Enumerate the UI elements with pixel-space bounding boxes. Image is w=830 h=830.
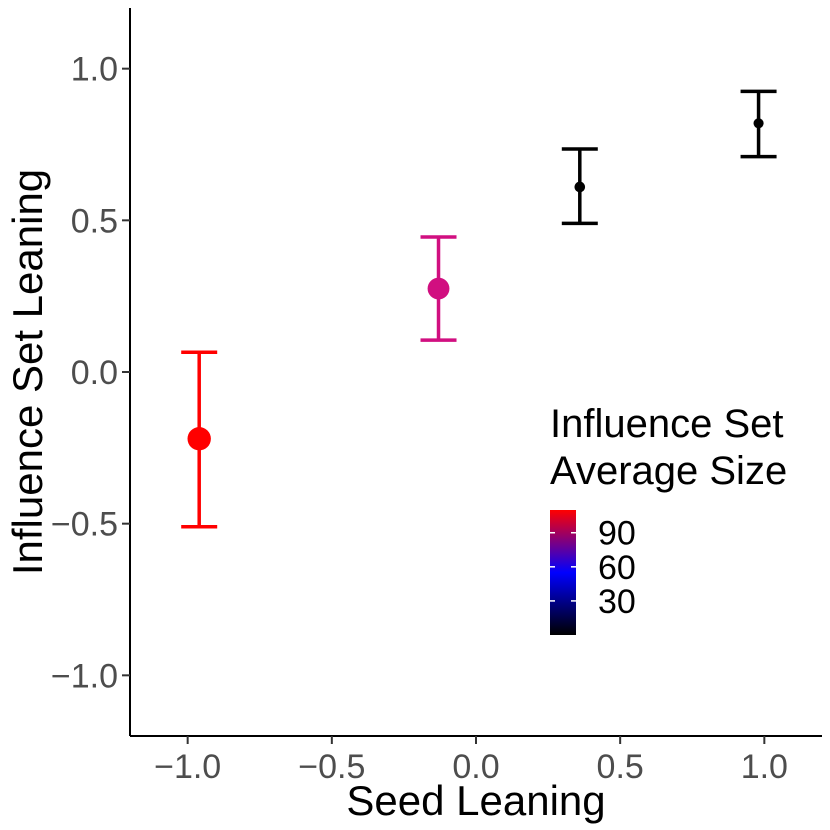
data-point-group (561, 147, 598, 226)
data-point-group (181, 350, 218, 529)
y-tick-label: −1.0 (51, 657, 118, 695)
x-tick-label: −0.5 (298, 748, 365, 786)
data-point (574, 181, 586, 193)
legend-title-line-1: Influence Set (550, 402, 784, 446)
data-point (753, 118, 764, 129)
data-point (427, 277, 450, 300)
x-axis-title: Seed Leaning (346, 777, 605, 824)
data-point (187, 427, 211, 451)
data-series (181, 89, 777, 529)
x-tick-label: −1.0 (154, 748, 221, 786)
legend-colorbar (550, 510, 576, 635)
data-point-group (420, 235, 457, 342)
x-tick-label: 0.0 (452, 748, 499, 786)
y-tick-label: 1.0 (71, 51, 118, 89)
axes (129, 8, 822, 737)
x-ticks: −1.0 −0.5 0.0 0.5 1.0 (154, 736, 788, 786)
legend-tick-label: 30 (598, 583, 636, 621)
legend-tick-label: 90 (598, 515, 636, 553)
y-tick-label: 0.0 (71, 354, 118, 392)
y-axis-title: Influence Set Leaning (4, 169, 51, 575)
x-tick-label: 1.0 (741, 748, 788, 786)
legend-tick-label: 60 (598, 549, 636, 587)
data-point-group (740, 89, 777, 159)
y-tick-label: −0.5 (51, 506, 118, 544)
legend-title-line-2: Average Size (550, 449, 787, 493)
y-ticks: −1.0 −0.5 0.0 0.5 1.0 (51, 51, 130, 695)
y-tick-label: 0.5 (71, 202, 118, 240)
x-tick-label: 0.5 (597, 748, 644, 786)
